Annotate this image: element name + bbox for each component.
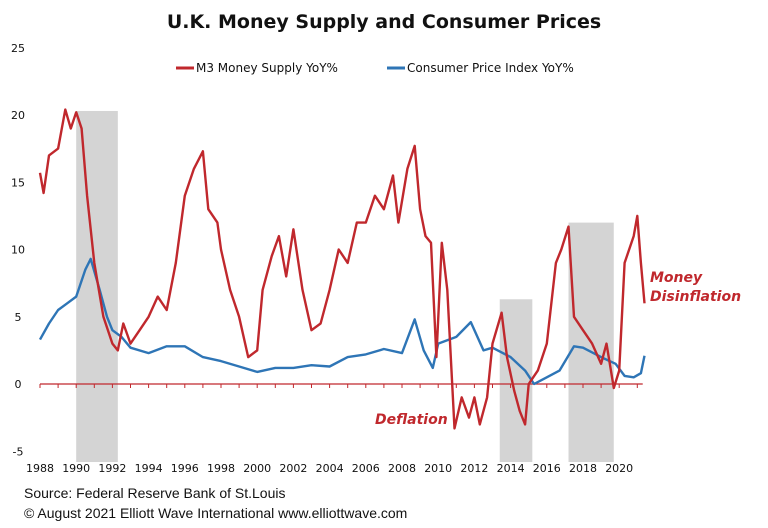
- annotation-deflation: Deflation: [375, 412, 448, 428]
- shaded-period-0: [76, 110, 118, 463]
- chart-title: U.K. Money Supply and Consumer Prices: [167, 11, 601, 33]
- x-tick-label: 1988: [26, 462, 54, 475]
- x-tick-label: 1998: [207, 462, 235, 475]
- shaded-period-1: [499, 299, 533, 463]
- cpi-line: [38, 257, 646, 386]
- x-tick-label: 1990: [62, 462, 90, 475]
- x-tick-label: 2004: [316, 462, 344, 475]
- x-tick-label: 2006: [352, 462, 380, 475]
- x-tick-label: 2014: [497, 462, 525, 475]
- x-tick-label: 2010: [424, 462, 452, 475]
- annotation-money: Money: [650, 270, 703, 286]
- legend: M3 Money Supply YoY% Consumer Price Inde…: [176, 61, 574, 75]
- x-tick-label: 1992: [98, 462, 126, 475]
- x-tick-label: 2012: [460, 462, 488, 475]
- y-axis: 25 20 15 10 5 0 -5: [11, 42, 25, 459]
- y-tick-label: 0: [15, 378, 22, 391]
- y-tick-label: 5: [15, 311, 22, 324]
- shaded-periods: [76, 110, 614, 463]
- x-tick-label: 1996: [171, 462, 199, 475]
- annotation-disinflation: Disinflation: [650, 289, 741, 305]
- m3-money-supply-line: [38, 108, 646, 430]
- copyright-note: © August 2021 Elliott Wave International…: [24, 505, 407, 521]
- x-tick-label: 2016: [533, 462, 561, 475]
- x-tick-label: 2002: [279, 462, 307, 475]
- series-lines: [38, 108, 646, 430]
- y-tick-label: 20: [11, 109, 25, 122]
- x-tick-label: 1994: [135, 462, 163, 475]
- source-note: Source: Federal Reserve Bank of St.Louis: [24, 485, 285, 501]
- y-tick-label: 15: [11, 176, 25, 189]
- y-tick-label: 25: [11, 42, 25, 55]
- y-tick-label: -5: [13, 445, 24, 458]
- x-tick-label: 2008: [388, 462, 416, 475]
- x-tick-label: 2018: [569, 462, 597, 475]
- x-axis: 1988 1990 1992 1994 1996 1998 2000 2002 2004 2006…: [26, 383, 643, 475]
- x-tick-label: 2000: [243, 462, 271, 475]
- legend-label-cpi: Consumer Price Index YoY%: [407, 61, 574, 75]
- y-tick-label: 10: [11, 244, 25, 257]
- legend-label-m3: M3 Money Supply YoY%: [196, 61, 338, 75]
- x-tick-label: 2020: [605, 462, 633, 475]
